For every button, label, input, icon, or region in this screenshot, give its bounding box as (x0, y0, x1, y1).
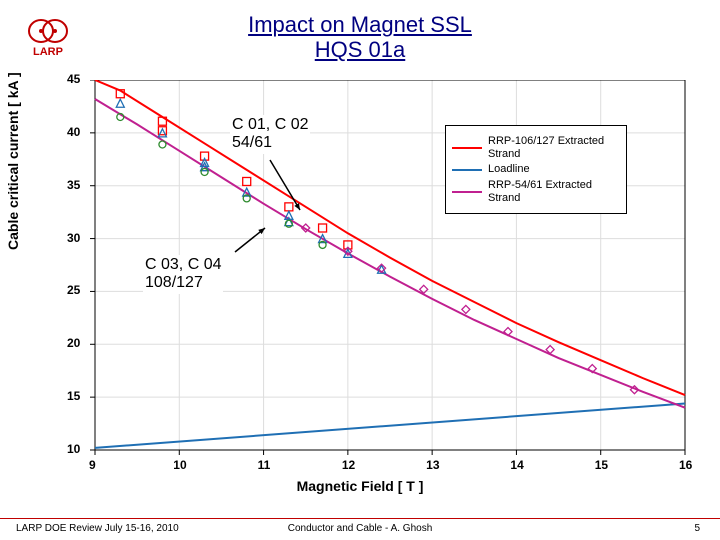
y-tick-label: 45 (67, 72, 80, 86)
y-tick-label: 10 (67, 442, 80, 456)
chart: RRP-106/127 Extracted Strand Loadline RRP-… (40, 80, 690, 480)
title-line1: Impact on Magnet SSL (248, 12, 472, 37)
legend-label: Loadline (488, 163, 530, 176)
x-tick-label: 16 (679, 458, 692, 472)
title-line2: HQS 01a (315, 37, 406, 62)
y-tick-label: 40 (67, 125, 80, 139)
footer-page-number: 5 (694, 523, 700, 534)
x-tick-label: 12 (342, 458, 355, 472)
x-tick-label: 14 (510, 458, 523, 472)
x-tick-label: 10 (173, 458, 186, 472)
legend-label: RRP-54/61 Extracted Strand (488, 179, 618, 204)
y-tick-label: 35 (67, 178, 80, 192)
legend-swatch (452, 169, 482, 171)
y-tick-label: 25 (67, 283, 80, 297)
legend-swatch (452, 191, 482, 193)
footer-left: LARP DOE Review July 15-16, 2010 (16, 523, 179, 534)
y-tick-label: 20 (67, 336, 80, 350)
legend-swatch (452, 147, 482, 149)
x-tick-label: 11 (258, 458, 271, 472)
page-title: Impact on Magnet SSL HQS 01a (0, 12, 720, 63)
x-axis-label: Magnetic Field [ T ] (0, 478, 720, 494)
y-tick-label: 15 (67, 389, 80, 403)
legend-item: RRP-54/61 Extracted Strand (452, 179, 618, 204)
anno-c03: C 03, C 04108/127 (143, 255, 223, 294)
y-tick-label: 30 (67, 231, 80, 245)
legend-item: RRP-106/127 Extracted Strand (452, 135, 618, 160)
x-tick-label: 9 (89, 458, 96, 472)
y-axis-label: Cable critical current [ kA ] (5, 72, 21, 250)
footer: LARP DOE Review July 15-16, 2010 Conduct… (0, 518, 720, 534)
anno-c01: C 01, C 0254/61 (230, 115, 310, 154)
legend-item: Loadline (452, 163, 618, 176)
x-tick-label: 15 (595, 458, 608, 472)
legend-label: RRP-106/127 Extracted Strand (488, 135, 618, 160)
legend: RRP-106/127 Extracted Strand Loadline RRP-… (445, 125, 627, 214)
x-tick-label: 13 (426, 458, 439, 472)
